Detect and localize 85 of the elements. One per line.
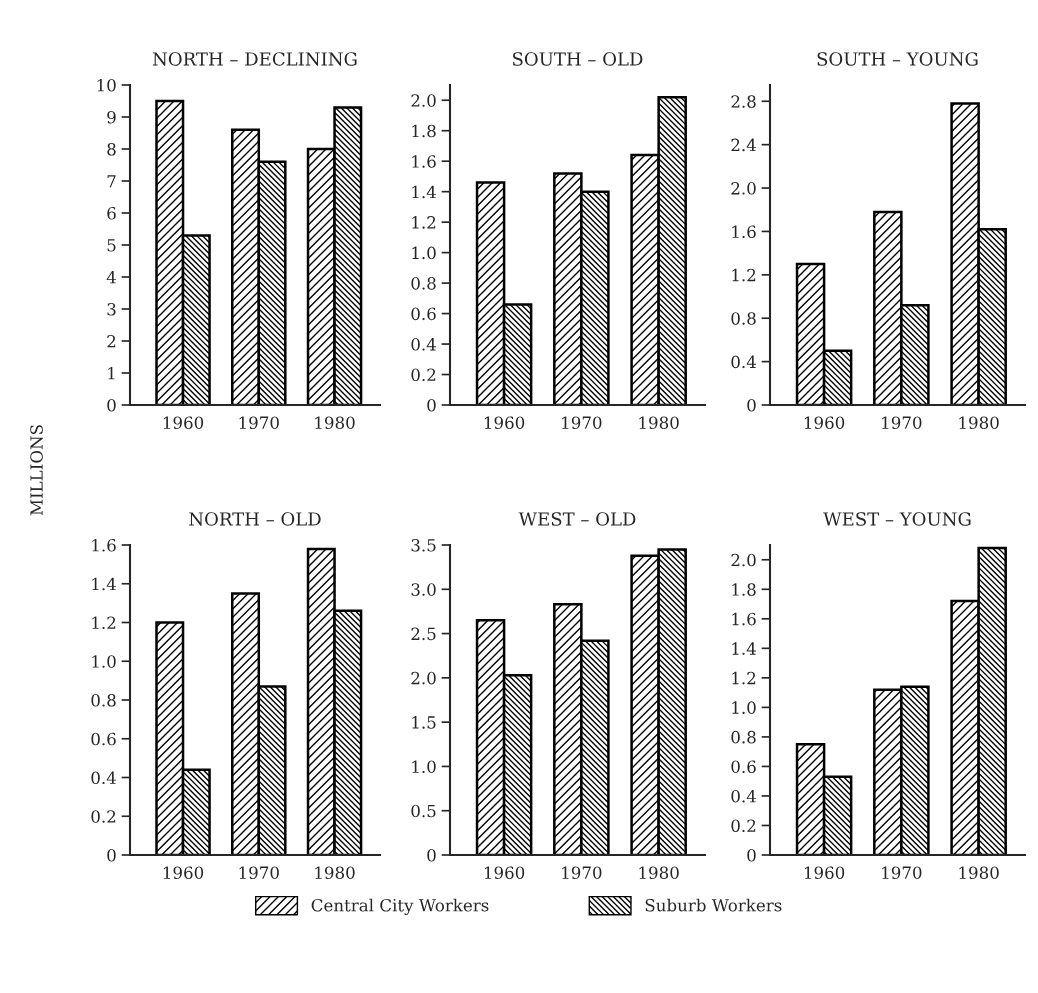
x-tick-label: 1960 — [163, 866, 204, 880]
chart-title: NORTH – OLD — [189, 512, 321, 526]
x-tick-label: 1960 — [484, 416, 525, 430]
y-tick-label: 7 — [107, 175, 116, 188]
y-tick-label: 0.8 — [731, 312, 756, 325]
x-tick-label: 1970 — [882, 416, 922, 430]
legend-label: Central City Workers — [311, 898, 489, 915]
y-tick-label: 1.8 — [412, 124, 436, 138]
x-tick-label: 1980 — [639, 416, 679, 430]
y-tick-label: 0.8 — [731, 730, 756, 744]
y-tick-label: 2.0 — [411, 671, 436, 685]
y-tick-label: 5 — [107, 239, 116, 252]
x-tick-label: 1970 — [562, 416, 602, 430]
y-tick-label: 1.2 — [732, 268, 756, 282]
x-tick-label: 1960 — [163, 416, 204, 430]
x-tick-label: 1970 — [562, 866, 602, 880]
y-tick-label: 0.6 — [731, 760, 756, 773]
legend-label: Suburb Workers — [645, 898, 782, 912]
y-tick-label: 1.2 — [412, 216, 436, 229]
y-tick-label: 1.6 — [412, 155, 436, 168]
x-tick-label: 1980 — [315, 416, 355, 430]
chart-title: NORTH – DECLINING — [152, 52, 357, 66]
y-tick-label: 2.0 — [731, 182, 756, 195]
y-tick-label: 9 — [107, 110, 116, 124]
y-tick-label: 1.8 — [732, 583, 756, 596]
y-tick-label: 1.2 — [92, 616, 116, 630]
y-tick-label: 6 — [107, 206, 116, 220]
y-tick-label: 0 — [107, 848, 116, 862]
y-tick-label: 0.5 — [411, 804, 436, 818]
y-tick-label: 1 — [108, 366, 115, 380]
y-tick-label: 10 — [97, 78, 116, 92]
x-tick-label: 1960 — [804, 416, 845, 430]
y-tick-label: 0.4 — [411, 338, 436, 351]
x-tick-label: 1970 — [239, 416, 279, 430]
y-tick-label: 3.0 — [411, 583, 436, 596]
chart-title: WEST – OLD — [518, 512, 636, 526]
x-tick-label: 1980 — [639, 866, 679, 880]
y-tick-label: 0 — [747, 398, 756, 412]
chart-title: SOUTH – OLD — [513, 52, 643, 66]
y-tick-label: 0.4 — [731, 789, 756, 803]
y-tick-label: 2.4 — [731, 138, 756, 152]
y-tick-label: 2.5 — [411, 627, 436, 641]
x-tick-label: 1980 — [315, 866, 355, 880]
y-tick-label: 0.2 — [91, 810, 116, 823]
y-tick-label: 8 — [107, 142, 116, 156]
y-tick-label: 1.0 — [92, 655, 116, 668]
x-tick-label: 1960 — [804, 866, 845, 880]
y-tick-label: 2.0 — [411, 94, 436, 107]
chart-title: WEST – YOUNG — [823, 512, 971, 526]
y-tick-label: 0.6 — [91, 732, 116, 746]
x-tick-label: 1960 — [484, 866, 525, 880]
y-tick-label: 0.4 — [731, 355, 756, 369]
chart-title: SOUTH – YOUNG — [817, 52, 978, 66]
x-tick-label: 1980 — [959, 866, 999, 880]
y-tick-label: 2 — [107, 334, 116, 348]
y-tick-label: 0 — [427, 398, 436, 412]
y-tick-label: 1.6 — [92, 538, 116, 552]
y-tick-label: 2.0 — [731, 553, 756, 567]
y-tick-label: 1.4 — [412, 185, 436, 199]
y-tick-label: 0.2 — [411, 368, 436, 382]
y-tick-label: 1.0 — [412, 760, 436, 773]
y-axis-title: MILLIONS — [30, 425, 43, 516]
y-tick-label: 0 — [427, 848, 436, 862]
y-tick-label: 3 — [107, 302, 116, 316]
y-tick-label: 1.6 — [732, 612, 756, 626]
y-tick-label: 1.4 — [732, 642, 756, 655]
y-tick-label: 2.8 — [731, 95, 756, 108]
y-tick-label: 0.6 — [411, 307, 436, 321]
x-tick-label: 1970 — [239, 866, 279, 880]
y-tick-label: 3.5 — [411, 538, 436, 552]
y-tick-label: 1.2 — [732, 671, 756, 685]
y-tick-label: 1.0 — [412, 246, 436, 260]
y-tick-label: 0.2 — [731, 819, 756, 833]
y-tick-label: 0.8 — [411, 277, 436, 290]
y-tick-label: 1.0 — [732, 701, 756, 714]
y-tick-label: 1.4 — [92, 577, 116, 591]
y-tick-label: 0.8 — [91, 693, 116, 707]
x-tick-label: 1980 — [959, 416, 999, 430]
y-tick-label: 0 — [107, 398, 116, 412]
y-tick-label: 4 — [106, 270, 116, 284]
x-tick-label: 1970 — [882, 866, 922, 880]
y-tick-label: 0 — [747, 848, 756, 862]
y-tick-label: 1.5 — [412, 716, 436, 729]
y-tick-label: 1.6 — [732, 225, 756, 239]
y-tick-label: 0.4 — [91, 771, 116, 785]
